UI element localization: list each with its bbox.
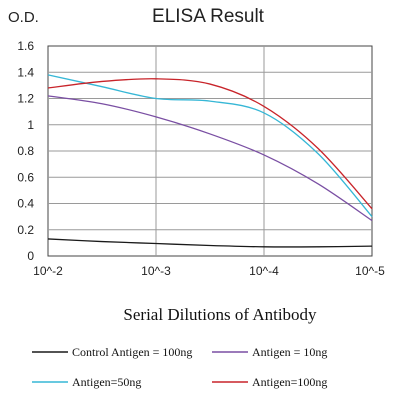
legend-label-antigen-100ng: Antigen=100ng bbox=[252, 375, 327, 389]
legend: Control Antigen = 100ng Antigen = 10ng Ant… bbox=[32, 345, 327, 389]
y-tick-label: 1.6 bbox=[17, 39, 34, 53]
legend-label-antigen-10ng: Antigen = 10ng bbox=[252, 345, 327, 359]
series-line-antigen-100ng bbox=[47, 78, 373, 210]
y-tick-label: 0.2 bbox=[17, 223, 34, 237]
x-tick-label: 10^-2 bbox=[33, 264, 63, 278]
y-tick-label: 0 bbox=[27, 249, 34, 263]
y-tick-label: 1.2 bbox=[17, 92, 34, 106]
x-axis-label: Serial Dilutions of Antibody bbox=[123, 305, 317, 324]
legend-label-control-antigen-100ng: Control Antigen = 100ng bbox=[72, 345, 192, 359]
series-line-control-antigen-100ng bbox=[47, 238, 373, 248]
y-tick-label: 0.6 bbox=[17, 170, 34, 184]
y-tick-label: 0.8 bbox=[17, 144, 34, 158]
x-tick-label: 10^-3 bbox=[141, 264, 171, 278]
series-line-antigen-50ng bbox=[47, 74, 373, 218]
y-tick-label: 0.4 bbox=[17, 197, 34, 211]
legend-label-antigen-50ng: Antigen=50ng bbox=[72, 375, 141, 389]
x-tick-label: 10^-5 bbox=[355, 264, 385, 278]
chart-title: ELISA Result bbox=[152, 6, 265, 27]
y-tick-label: 1.4 bbox=[17, 65, 34, 79]
y-axis-label: O.D. bbox=[8, 9, 39, 26]
series-line-antigen-10ng bbox=[47, 95, 373, 222]
plot-area: 0 0.2 0.4 0.6 0.8 1 1.2 1.4 1.6 10^-2 10^-3 10^-4 10… bbox=[17, 39, 385, 278]
y-tick-label: 1 bbox=[27, 118, 34, 132]
x-tick-label: 10^-4 bbox=[249, 264, 279, 278]
